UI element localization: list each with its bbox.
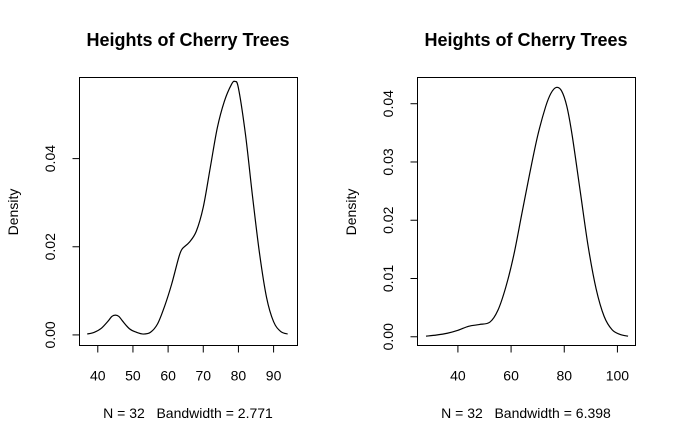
panel-right: Heights of Cherry Trees N = 32 Bandwidth…	[343, 30, 636, 421]
panel-left-x-tick-label: 90	[266, 368, 282, 384]
panel-left-y-tick-label: 0.00	[42, 321, 58, 348]
panel-left-x-tick-label: 80	[231, 368, 247, 384]
panel-right-x-tick-label: 40	[450, 368, 466, 384]
panel-right-title: Heights of Cherry Trees	[424, 30, 627, 50]
panel-right-x-tick-label: 80	[556, 368, 572, 384]
panel-left-x-tick-label: 40	[90, 368, 106, 384]
panel-right-y-tick-label: 0.02	[380, 206, 396, 233]
panel-left-density-curve	[87, 80, 288, 335]
panel-left-x-tick-label: 60	[160, 368, 176, 384]
panel-right-y-axis: 0.00 0.01 0.02 0.03 0.04	[380, 90, 418, 350]
panel-left: Heights of Cherry Trees N = 32 Bandwidth…	[5, 30, 298, 421]
panel-right-y-tick-label: 0.04	[380, 90, 396, 117]
panel-left-y-tick-label: 0.04	[42, 145, 58, 172]
panel-left-x-tick-label: 70	[195, 368, 211, 384]
panel-right-y-tick-label: 0.03	[380, 148, 396, 175]
panel-left-x-tick-label: 50	[125, 368, 141, 384]
panel-right-y-tick-label: 0.01	[380, 265, 396, 292]
panel-left-x-axis-label: N = 32 Bandwidth = 2.771	[103, 405, 273, 421]
panel-right-x-tick-label: 100	[606, 368, 630, 384]
panel-left-title: Heights of Cherry Trees	[86, 30, 289, 50]
panel-left-plot-box	[79, 77, 298, 346]
panel-left-y-axis: 0.00 0.02 0.04	[42, 145, 80, 349]
panel-left-x-axis: 40 50 60 70 80 90	[90, 345, 282, 384]
panel-left-y-tick-label: 0.02	[42, 233, 58, 260]
panel-right-plot-box	[417, 77, 636, 346]
panel-right-x-axis-label: N = 32 Bandwidth = 6.398	[441, 405, 611, 421]
panel-right-y-tick-label: 0.00	[380, 323, 396, 350]
panel-right-density-curve	[425, 86, 629, 337]
panel-right-x-axis: 40 60 80 100	[450, 345, 630, 384]
panel-right-y-axis-label: Density	[343, 189, 359, 236]
panel-right-x-tick-label: 60	[503, 368, 519, 384]
panel-left-y-axis-label: Density	[5, 189, 21, 236]
